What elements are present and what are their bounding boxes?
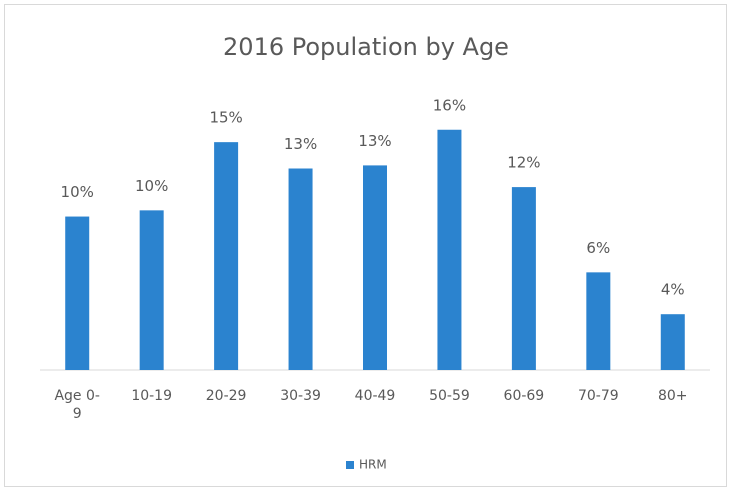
data-label: 10% [135,177,168,195]
x-tick-label: 80+ [657,388,688,404]
data-label: 10% [61,183,94,201]
bar [288,168,313,370]
x-tick-label: 30-39 [280,388,321,404]
bar [660,314,685,370]
data-label: 16% [433,96,466,114]
x-tick-label: 60-69 [503,388,545,404]
bar [437,129,462,370]
x-tick-label: 10-19 [131,388,172,404]
x-tick-label: 40-49 [354,388,396,404]
data-label: 15% [209,109,242,127]
bar [65,216,90,370]
x-tick-label: 20-29 [205,388,247,404]
data-label: 12% [507,154,540,172]
data-label: 13% [358,132,391,150]
bar [214,142,239,370]
data-label: 6% [586,239,610,257]
data-label: 13% [284,135,317,153]
x-tick-label: 50-59 [429,388,470,404]
bar [363,165,387,370]
chart-frame [4,4,727,487]
bar [511,187,536,370]
data-label: 4% [661,281,685,299]
x-tick-label: Age 0-9 [54,388,100,422]
bar [139,210,164,370]
bar [586,272,611,370]
legend-label: HRM [359,458,387,472]
x-tick-label: 70-79 [577,388,619,404]
chart-title: 2016 Population by Age [223,33,509,61]
legend-swatch [346,461,354,469]
